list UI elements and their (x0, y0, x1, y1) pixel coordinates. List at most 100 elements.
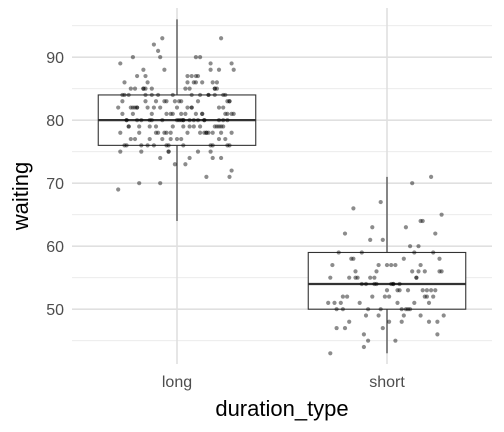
data-point (437, 269, 442, 274)
data-point (193, 73, 198, 79)
data-point (221, 118, 226, 123)
data-point (376, 313, 381, 318)
data-point (135, 105, 140, 110)
data-point (208, 61, 213, 66)
data-point (128, 105, 133, 110)
data-point (219, 155, 224, 161)
data-point (187, 124, 192, 129)
data-point (170, 92, 175, 98)
data-point (391, 281, 396, 287)
data-point (395, 300, 400, 305)
data-point (206, 92, 211, 98)
data-point (183, 86, 188, 91)
data-point (153, 99, 159, 104)
data-point (141, 86, 146, 91)
data-point (191, 80, 196, 85)
data-point (200, 80, 205, 85)
data-point (214, 124, 219, 129)
data-point (403, 225, 408, 230)
data-point (227, 99, 232, 104)
data-point (347, 275, 352, 280)
data-point (231, 67, 236, 72)
data-point (202, 130, 207, 135)
data-point (181, 143, 186, 148)
data-point (147, 118, 152, 123)
data-point (223, 136, 228, 142)
data-point (130, 111, 135, 116)
data-point (221, 92, 226, 98)
x-tick-labels: long short (162, 374, 405, 391)
data-point (351, 256, 356, 261)
data-point (126, 92, 131, 98)
data-point (399, 307, 404, 312)
data-point (124, 118, 129, 123)
y-tick-label: 70 (46, 176, 64, 193)
data-point (128, 136, 133, 142)
data-point (225, 118, 230, 123)
data-point (143, 99, 148, 104)
data-point (214, 80, 219, 85)
data-point (399, 319, 404, 324)
data-point (122, 143, 127, 148)
data-point (405, 307, 411, 312)
data-point (353, 275, 358, 280)
data-point (130, 55, 135, 60)
data-point (227, 99, 232, 104)
data-point (185, 130, 190, 135)
data-point (151, 42, 156, 47)
data-point (130, 105, 135, 110)
data-point (126, 124, 131, 129)
data-point (328, 275, 333, 280)
data-point (204, 174, 209, 179)
data-point (116, 187, 121, 192)
data-point (355, 275, 360, 280)
data-point (158, 55, 163, 60)
data-point (206, 130, 211, 135)
data-point (403, 307, 408, 312)
data-point (422, 294, 427, 299)
data-point (204, 130, 209, 135)
data-point (149, 86, 154, 91)
data-point (156, 130, 161, 135)
data-point (397, 281, 402, 287)
data-point (429, 174, 434, 179)
data-point (414, 275, 419, 280)
data-point (357, 300, 362, 305)
data-point (216, 105, 222, 110)
major-gridlines (72, 8, 492, 364)
data-point (174, 136, 180, 142)
data-point (177, 99, 182, 104)
data-point (441, 313, 446, 318)
data-point (395, 288, 400, 293)
data-point (143, 92, 148, 98)
data-point (336, 250, 341, 255)
data-point (223, 92, 228, 98)
data-point (208, 67, 213, 72)
data-point (210, 80, 215, 85)
data-point (198, 55, 203, 60)
data-point (397, 288, 402, 293)
data-point (216, 136, 222, 142)
y-tick-labels: 50 60 70 80 90 (46, 50, 64, 319)
data-point (216, 118, 222, 123)
data-point (219, 124, 224, 129)
data-point (229, 130, 234, 135)
data-point (378, 307, 383, 312)
data-point (118, 149, 123, 154)
data-point (181, 118, 186, 123)
data-point (332, 300, 337, 305)
data-point (132, 86, 138, 91)
data-point (437, 256, 442, 261)
data-point (410, 269, 415, 274)
data-point (216, 67, 222, 72)
x-tick-label: long (162, 374, 192, 391)
data-point (212, 86, 217, 91)
data-point (221, 124, 226, 129)
data-point (422, 269, 427, 274)
data-point (170, 111, 175, 116)
data-point (368, 275, 373, 280)
data-point (208, 143, 213, 148)
data-point (162, 99, 167, 104)
data-point (393, 338, 398, 343)
data-point (128, 86, 133, 91)
